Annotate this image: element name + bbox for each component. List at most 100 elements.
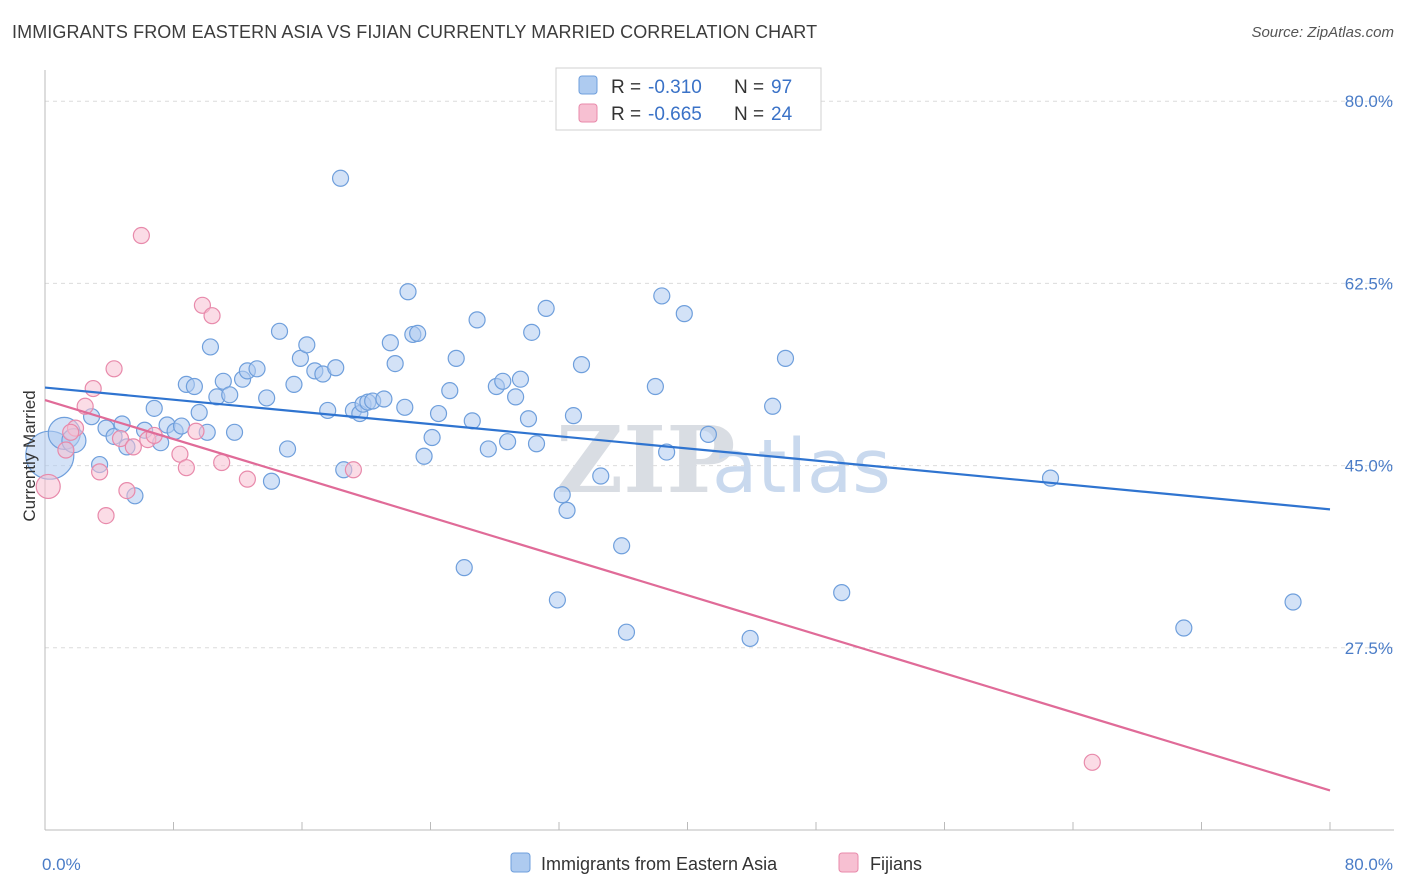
point-blue-82	[699, 425, 717, 443]
point-blue-47	[386, 354, 404, 373]
point-pink-15	[177, 459, 195, 477]
point-pink-7	[105, 360, 123, 378]
point-blue-89	[1284, 593, 1302, 611]
point-blue-68	[527, 435, 546, 453]
y-tick-label-3: 27.5%	[1345, 639, 1393, 658]
point-blue-34	[298, 336, 316, 354]
point-pink-10	[124, 438, 142, 456]
point-pink-11	[132, 226, 150, 245]
point-blue-79	[653, 287, 671, 305]
stats-legend: R = -0.310 N = 97 R = -0.665 N = 24	[555, 67, 822, 131]
point-blue-88	[1175, 619, 1193, 637]
point-blue-24	[225, 423, 244, 441]
watermark-atlas: atlas	[712, 424, 891, 510]
legend-n-value-0: 97	[771, 77, 792, 98]
point-pink-23	[62, 423, 80, 441]
legend-n-value-1: 24	[771, 104, 793, 125]
point-blue-63	[499, 433, 517, 451]
point-blue-32	[285, 375, 303, 394]
point-pink-9	[118, 482, 136, 500]
point-blue-74	[572, 356, 591, 374]
point-blue-38	[327, 359, 345, 377]
point-blue-56	[447, 349, 465, 367]
x-tick-label-1: 80.0%	[1345, 855, 1393, 874]
point-pink-21	[344, 461, 362, 479]
point-blue-80	[658, 443, 676, 461]
point-blue-18	[190, 403, 208, 422]
series-legend: Immigrants from Eastern Asia Fijians	[510, 852, 922, 874]
point-pink-0	[35, 473, 61, 500]
x-tick-label-0: 0.0%	[42, 855, 81, 874]
point-blue-20	[201, 338, 220, 356]
point-pink-18	[203, 307, 221, 325]
point-pink-22	[1083, 753, 1101, 771]
point-pink-16	[187, 422, 205, 440]
point-blue-59	[468, 311, 486, 329]
point-blue-86	[833, 584, 851, 602]
point-blue-27	[248, 360, 266, 378]
point-blue-51	[409, 324, 427, 342]
legend-r-value-1: -0.665	[648, 104, 702, 125]
point-blue-73	[564, 407, 583, 425]
chart-source: Source: ZipAtlas.com	[1251, 24, 1394, 41]
point-blue-31	[278, 440, 297, 458]
point-blue-84	[764, 397, 782, 415]
point-pink-8	[111, 429, 130, 448]
watermark-zip: ZIP	[556, 406, 735, 514]
point-blue-69	[537, 299, 555, 318]
point-pink-1	[57, 441, 75, 459]
point-blue-55	[441, 382, 459, 400]
bottom-legend-label-1: Fijians	[870, 854, 922, 874]
point-blue-49	[399, 283, 417, 301]
points-layer	[25, 169, 1302, 771]
legend-n-label-0: N =	[734, 77, 764, 98]
point-pink-6	[97, 506, 115, 525]
point-blue-62	[494, 372, 512, 390]
legend-r-label-1: R =	[611, 104, 641, 125]
point-blue-37	[319, 401, 337, 420]
legend-r-label-0: R =	[611, 77, 641, 98]
point-blue-28	[258, 389, 276, 407]
point-blue-11	[145, 399, 163, 417]
point-blue-53	[423, 428, 441, 447]
bottom-legend-swatch-blue	[510, 852, 531, 873]
point-pink-20	[238, 470, 256, 488]
point-blue-85	[776, 349, 795, 367]
point-blue-48	[396, 398, 414, 416]
legend-swatch-pink	[578, 103, 598, 123]
bottom-legend-swatch-pink	[838, 852, 859, 873]
point-pink-4	[84, 379, 102, 398]
point-blue-17	[185, 377, 203, 396]
point-pink-5	[91, 463, 109, 481]
point-blue-81	[675, 305, 693, 323]
point-blue-45	[375, 390, 393, 408]
point-blue-57	[455, 559, 473, 577]
trend-layer	[44, 386, 1331, 792]
point-blue-90	[331, 169, 350, 187]
tick-labels: 80.0% 62.5% 45.0% 27.5% 0.0% 80.0%	[42, 92, 1393, 874]
point-blue-76	[613, 537, 631, 555]
chart-title: IMMIGRANTS FROM EASTERN ASIA VS FIJIAN C…	[12, 22, 818, 42]
point-blue-30	[270, 322, 289, 340]
point-blue-52	[415, 447, 433, 465]
y-axis-label: Currently Married	[20, 390, 39, 521]
point-blue-71	[553, 486, 571, 504]
point-blue-46	[381, 334, 399, 352]
point-blue-70	[548, 591, 566, 609]
y-tick-label-2: 45.0%	[1345, 457, 1393, 476]
y-tick-label-1: 62.5%	[1345, 274, 1393, 293]
point-blue-83	[741, 629, 759, 648]
point-blue-15	[172, 417, 191, 435]
point-blue-54	[429, 404, 448, 423]
legend-swatch-blue	[578, 75, 598, 95]
point-pink-19	[213, 453, 231, 472]
point-blue-78	[646, 377, 664, 396]
legend-r-value-0: -0.310	[648, 77, 702, 98]
trend-line-blue	[44, 386, 1331, 511]
point-blue-72	[558, 501, 576, 519]
point-blue-67	[523, 323, 541, 341]
legend-n-label-1: N =	[734, 104, 764, 125]
point-blue-29	[262, 472, 281, 490]
y-tick-label-0: 80.0%	[1345, 92, 1393, 111]
